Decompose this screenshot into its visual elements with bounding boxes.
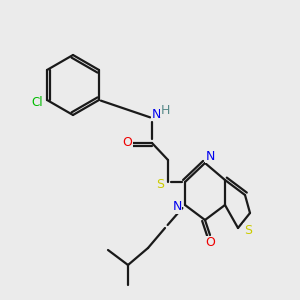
Text: N: N bbox=[151, 107, 161, 121]
Text: S: S bbox=[244, 224, 252, 236]
Text: O: O bbox=[205, 236, 215, 250]
Text: H: H bbox=[160, 103, 170, 116]
Text: Cl: Cl bbox=[31, 97, 43, 110]
Text: O: O bbox=[122, 136, 132, 149]
Text: S: S bbox=[156, 178, 164, 190]
Text: N: N bbox=[205, 149, 215, 163]
Text: N: N bbox=[172, 200, 182, 214]
